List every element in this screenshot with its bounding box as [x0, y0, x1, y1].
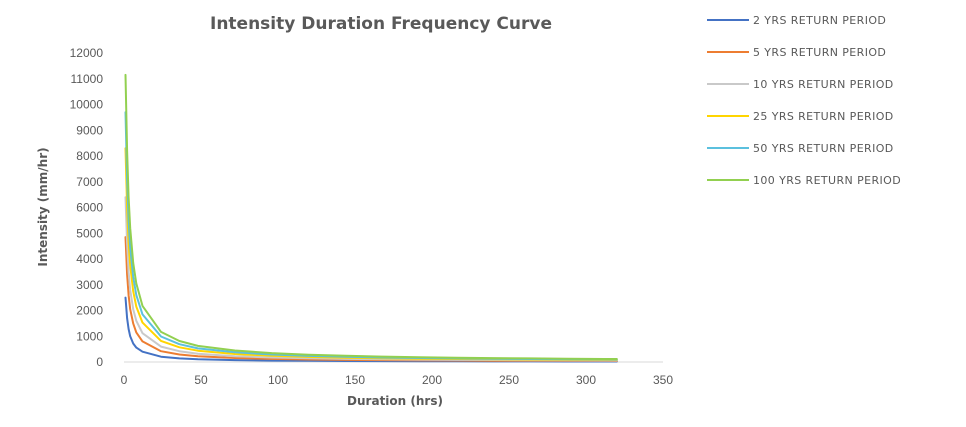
y-tick-label: 12000: [70, 46, 104, 60]
x-tick-label: 0: [121, 373, 128, 387]
x-tick-label: 150: [345, 373, 365, 387]
legend-item: 5 YRS RETURN PERIOD: [707, 46, 886, 59]
x-tick-label: 50: [194, 373, 208, 387]
y-tick-label: 11000: [71, 72, 104, 86]
y-tick-label: 6000: [76, 201, 103, 215]
y-tick-label: 7000: [76, 175, 103, 189]
y-tick-label: 0: [96, 355, 103, 369]
chart-title: Intensity Duration Frequency Curve: [210, 14, 552, 34]
y-tick-label: 5000: [76, 226, 103, 240]
series-line-2: [124, 236, 618, 362]
legend-item: 100 YRS RETURN PERIOD: [707, 174, 901, 187]
x-tick-label: 100: [268, 373, 288, 387]
series-line-4: [124, 147, 618, 361]
legend-label: 5 YRS RETURN PERIOD: [753, 46, 886, 59]
y-axis-title: Intensity (mm/hr): [36, 147, 50, 266]
x-tick-label: 250: [499, 373, 519, 387]
x-tick-label: 300: [576, 373, 596, 387]
legend-label: 25 YRS RETURN PERIOD: [753, 110, 894, 123]
series-lines: [124, 73, 618, 363]
legend-item: 25 YRS RETURN PERIOD: [707, 110, 894, 123]
legend: 2 YRS RETURN PERIOD 5 YRS RETURN PERIOD 10…: [707, 14, 901, 187]
x-axis-ticks: 0 50 100 150 200 250 300 350: [121, 373, 674, 387]
y-tick-label: 8000: [76, 149, 103, 163]
series-line-1: [124, 296, 618, 363]
legend-label: 50 YRS RETURN PERIOD: [753, 142, 894, 155]
y-tick-label: 4000: [76, 252, 103, 266]
legend-label: 10 YRS RETURN PERIOD: [753, 78, 894, 91]
y-axis-ticks: 0 1000 2000 3000 4000 5000 6000 7000 8000 9000 100…: [70, 46, 104, 369]
series-line-3: [124, 196, 618, 362]
x-tick-label: 200: [422, 373, 442, 387]
legend-label: 100 YRS RETURN PERIOD: [753, 174, 901, 187]
y-tick-label: 9000: [76, 123, 103, 137]
legend-item: 50 YRS RETURN PERIOD: [707, 142, 894, 155]
y-tick-label: 3000: [76, 278, 103, 292]
legend-item: 10 YRS RETURN PERIOD: [707, 78, 894, 91]
series-line-5: [124, 111, 618, 361]
series-line-6: [124, 73, 618, 360]
y-tick-label: 2000: [76, 304, 103, 318]
legend-label: 2 YRS RETURN PERIOD: [753, 14, 886, 27]
y-tick-label: 10000: [70, 98, 104, 112]
x-axis-title: Duration (hrs): [347, 394, 443, 408]
y-tick-label: 1000: [76, 329, 103, 343]
legend-item: 2 YRS RETURN PERIOD: [707, 14, 886, 27]
x-tick-label: 350: [653, 373, 673, 387]
